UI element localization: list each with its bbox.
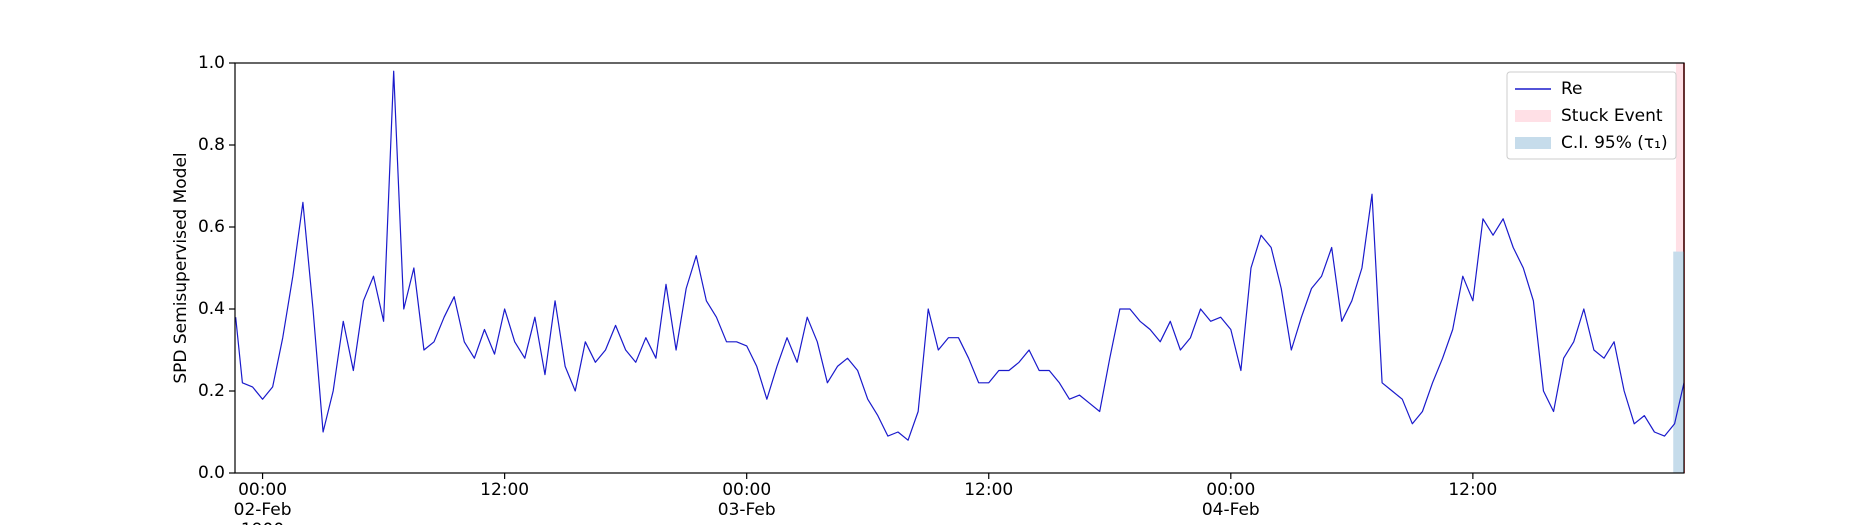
legend-swatch — [1515, 110, 1551, 122]
plot-frame — [234, 62, 1685, 474]
legend-swatch — [1515, 137, 1551, 149]
x-tick-label: 12:00 — [964, 480, 1013, 500]
span — [1673, 251, 1684, 473]
legend-label: Re — [1561, 79, 1583, 99]
y-tick-label: 0.4 — [198, 299, 225, 319]
x-tick-label: 00:00 04-Feb — [1202, 480, 1260, 520]
y-tick-label: 0.8 — [198, 135, 225, 155]
y-tick-label: 1.0 — [198, 53, 225, 73]
y-tick-label: 0.0 — [198, 463, 225, 483]
x-tick-label: 12:00 — [480, 480, 529, 500]
y-axis-label: SPD Semisupervised Model — [171, 152, 191, 383]
legend-label: Stuck Event — [1561, 106, 1663, 126]
legend-label: C.I. 95% (τ₁) — [1561, 133, 1668, 153]
x-tick-label: 00:00 03-Feb — [718, 480, 776, 520]
x-tick-label: 12:00 — [1448, 480, 1497, 500]
legend: Re Stuck Event C.I. 95% (τ₁) — [1506, 71, 1677, 160]
y-tick-label: 0.6 — [198, 217, 225, 237]
data-line — [235, 70, 1685, 441]
y-tick-label: 0.2 — [198, 381, 225, 401]
